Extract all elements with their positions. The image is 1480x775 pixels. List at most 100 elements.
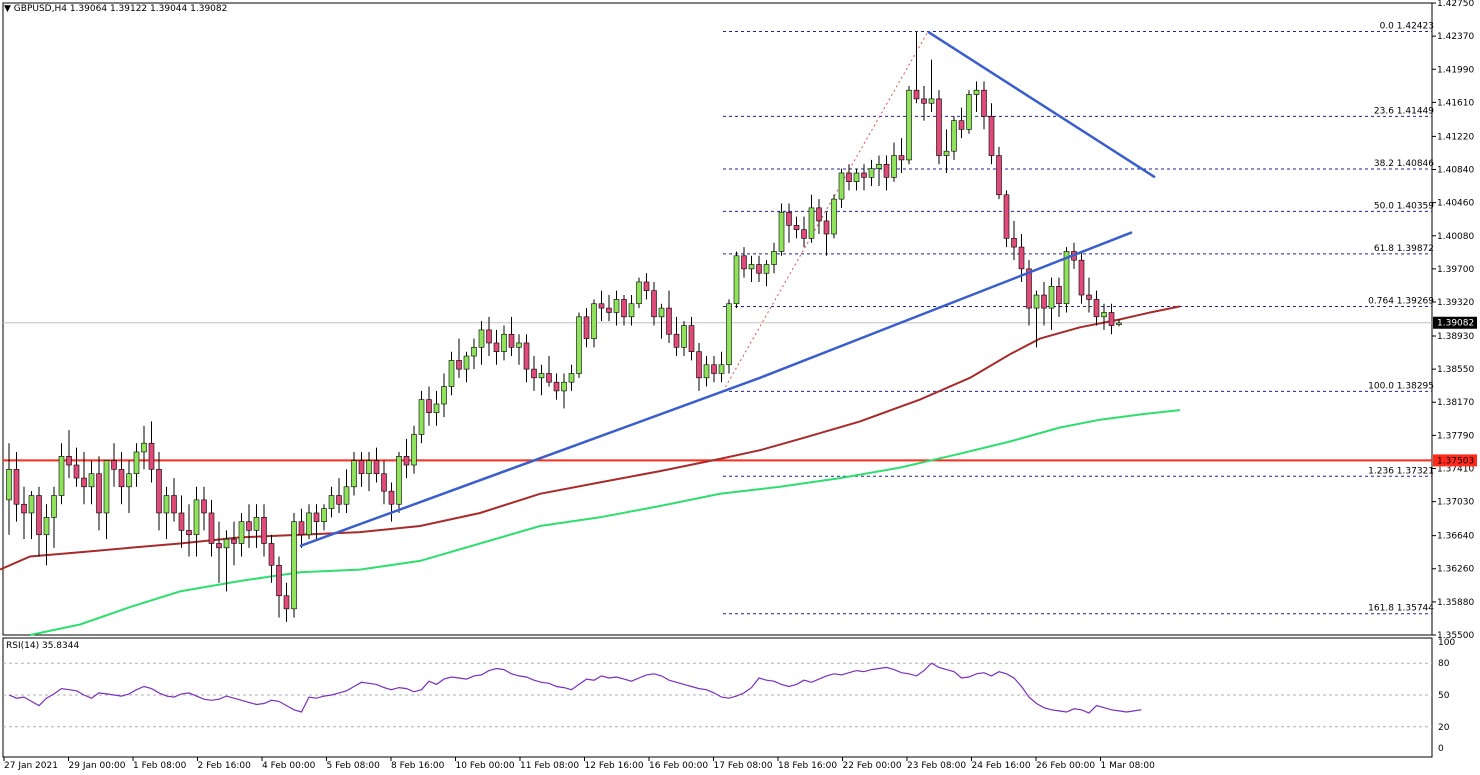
candle-body xyxy=(651,290,657,318)
candle-body xyxy=(298,521,305,536)
candle-body xyxy=(876,163,882,169)
candle-body xyxy=(1086,294,1092,300)
candle-body xyxy=(898,155,905,161)
candle xyxy=(313,504,320,540)
candle xyxy=(36,486,42,557)
fib-level-label: 61.8 1.39872 xyxy=(1374,244,1434,254)
candle-body xyxy=(58,455,65,496)
price-tick-label: 1.35880 xyxy=(1437,598,1474,608)
time-axis: 27 Jan 2021 29 Jan 00:00 1 Feb 08:00 2 Feb … xyxy=(3,757,1155,771)
candle xyxy=(583,308,590,348)
slow-moving-average xyxy=(29,409,1181,636)
candle xyxy=(531,356,537,391)
candle xyxy=(478,321,485,365)
candle-body xyxy=(583,316,590,339)
candle-body xyxy=(523,342,530,370)
candle xyxy=(148,421,155,483)
candle-body xyxy=(718,364,725,374)
moving-averages xyxy=(0,305,1181,636)
candle-body xyxy=(733,255,740,305)
time-tick-label: 1 Feb 08:00 xyxy=(133,761,187,771)
candle-body xyxy=(336,495,342,505)
rsi-label: RSI(14) xyxy=(6,641,40,651)
candle xyxy=(1018,234,1025,282)
candle-body xyxy=(163,495,170,514)
candle-body xyxy=(576,316,582,374)
candle xyxy=(1108,303,1115,335)
candle xyxy=(613,290,620,326)
candle-body xyxy=(598,303,605,309)
candle xyxy=(921,85,927,121)
rsi-level-label: 50 xyxy=(1438,691,1450,701)
candle-body xyxy=(861,172,867,178)
open-value: 1.39064 xyxy=(69,4,108,14)
candle xyxy=(808,194,815,243)
dropdown-triangle-icon[interactable]: ▼ xyxy=(4,4,11,14)
candle xyxy=(658,303,665,339)
candle-body xyxy=(763,264,770,274)
candle xyxy=(291,512,297,618)
rsi-header: RSI(14) 35.8344 xyxy=(6,641,79,651)
time-tick-label: 8 Feb 16:00 xyxy=(391,761,445,771)
candle-body xyxy=(328,495,335,509)
candle-body xyxy=(988,116,995,156)
candle-body xyxy=(358,460,365,475)
candle xyxy=(66,430,72,479)
candle xyxy=(358,451,365,487)
candle xyxy=(718,351,725,383)
candle-body xyxy=(688,325,695,352)
candle-body xyxy=(178,512,185,531)
time-tick-label: 22 Feb 00:00 xyxy=(843,761,902,771)
candle xyxy=(951,116,957,160)
fast-moving-average xyxy=(0,305,1181,571)
candle xyxy=(58,443,65,505)
candle-body xyxy=(666,307,672,335)
rsi-panel-frame xyxy=(2,637,1433,758)
candle xyxy=(853,168,860,191)
candle-body xyxy=(673,333,680,348)
price-tick-label: 1.36640 xyxy=(1437,532,1474,542)
candle xyxy=(193,486,200,557)
candle-body xyxy=(636,281,642,305)
candle xyxy=(981,81,987,130)
candle-body xyxy=(613,299,620,313)
trendlines xyxy=(299,30,1156,548)
candle-body xyxy=(88,473,95,488)
candle-body xyxy=(186,530,192,536)
candle xyxy=(733,251,740,309)
candle xyxy=(771,242,777,274)
candle xyxy=(741,247,747,278)
candle-body xyxy=(801,229,807,239)
candle-body xyxy=(958,120,965,130)
candle xyxy=(516,334,522,365)
fib-level-label: 38.2 1.40846 xyxy=(1374,159,1434,169)
trendline-resistance xyxy=(927,30,1156,179)
candle-body xyxy=(568,373,575,383)
candle xyxy=(223,530,230,592)
candle xyxy=(493,329,500,365)
candle xyxy=(486,316,492,357)
price-tick-label: 1.38930 xyxy=(1437,332,1474,342)
candle-body xyxy=(621,299,627,318)
candle-body xyxy=(478,329,485,348)
candle-body xyxy=(253,517,260,531)
candle-body xyxy=(388,490,395,505)
current-price-badge xyxy=(1433,316,1477,329)
candle xyxy=(276,556,282,618)
candle-body xyxy=(748,264,755,270)
candle-body xyxy=(156,469,162,514)
candle xyxy=(1086,277,1092,313)
candle-body xyxy=(546,373,552,383)
candle-body xyxy=(921,98,927,104)
candle xyxy=(823,212,830,256)
time-tick-label: 26 Feb 00:00 xyxy=(1036,761,1095,771)
rsi-line xyxy=(8,662,1142,714)
fib-level-label: 23.6 1.41449 xyxy=(1374,106,1434,116)
candle-body xyxy=(703,364,710,379)
candle xyxy=(373,447,380,483)
candle-body xyxy=(883,163,890,178)
candle xyxy=(426,386,432,426)
candle-body xyxy=(306,512,312,536)
candle-body xyxy=(141,442,147,453)
